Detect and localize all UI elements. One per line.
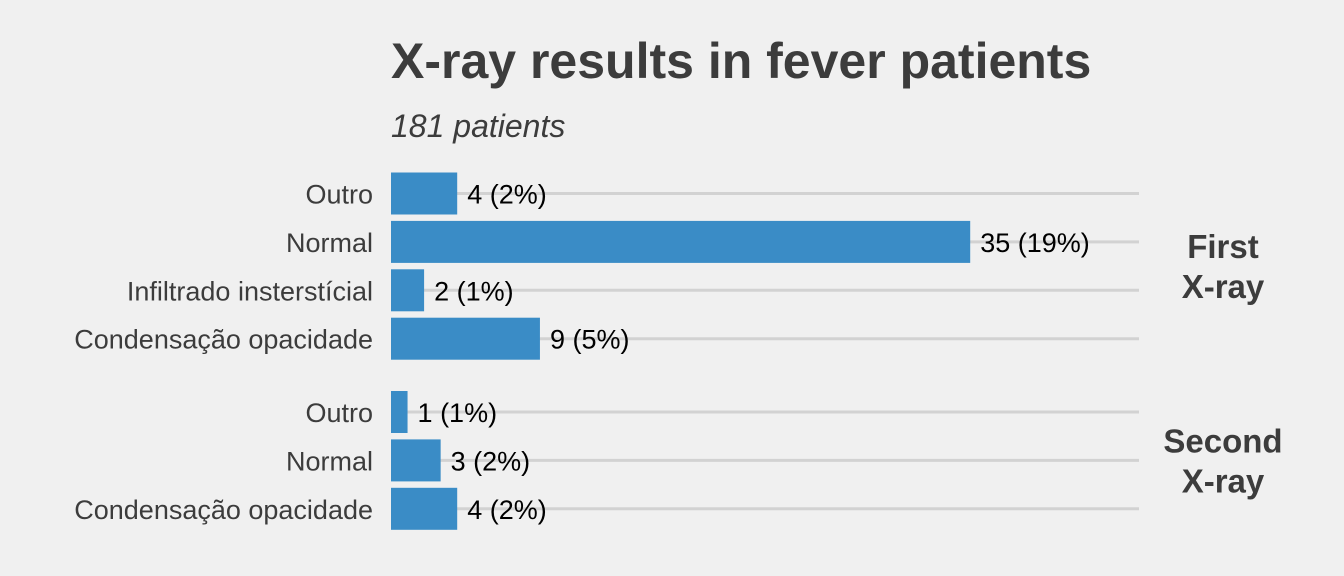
facet-label-line: X-ray <box>1182 462 1265 499</box>
category-label: Condensação opacidade <box>74 495 373 525</box>
bar <box>391 172 458 215</box>
category-label: Normal <box>286 228 373 258</box>
bar <box>391 439 441 482</box>
plot-area: Outro 4 (2%) Normal 35 (19%) Infiltrado inst… <box>74 172 1283 530</box>
category-label: Outro <box>305 398 373 428</box>
category-label: Infiltrado insterstícial <box>127 276 373 306</box>
data-label: 4 (2%) <box>467 495 547 525</box>
facet-panel: Outro 1 (1%) Normal 3 (2%) Condensação opaci… <box>74 391 1283 530</box>
facet-label-line: Second <box>1163 422 1282 459</box>
category-label: Outro <box>305 180 373 210</box>
facet-label-line: X-ray <box>1182 268 1265 305</box>
facet-label: First X-ray <box>1182 228 1265 305</box>
data-label: 2 (1%) <box>434 276 514 306</box>
data-label: 35 (19%) <box>980 228 1090 258</box>
data-label: 3 (2%) <box>451 446 531 476</box>
category-label: Condensação opacidade <box>74 325 373 355</box>
data-label: 4 (2%) <box>467 180 547 210</box>
chart-subtitle: 181 patients <box>391 108 565 144</box>
chart-title: X-ray results in fever patients <box>391 33 1091 89</box>
data-label: 1 (1%) <box>418 398 498 428</box>
bar <box>391 391 408 433</box>
bar <box>391 220 971 263</box>
category-label: Normal <box>286 446 373 476</box>
data-label: 9 (5%) <box>550 325 630 355</box>
facet-label-line: First <box>1187 228 1259 265</box>
facet-label: Second X-ray <box>1163 422 1282 499</box>
facet-panel: Outro 4 (2%) Normal 35 (19%) Infiltrado inst… <box>74 172 1265 360</box>
bar <box>391 269 425 312</box>
bar <box>391 487 458 530</box>
bar <box>391 317 540 360</box>
